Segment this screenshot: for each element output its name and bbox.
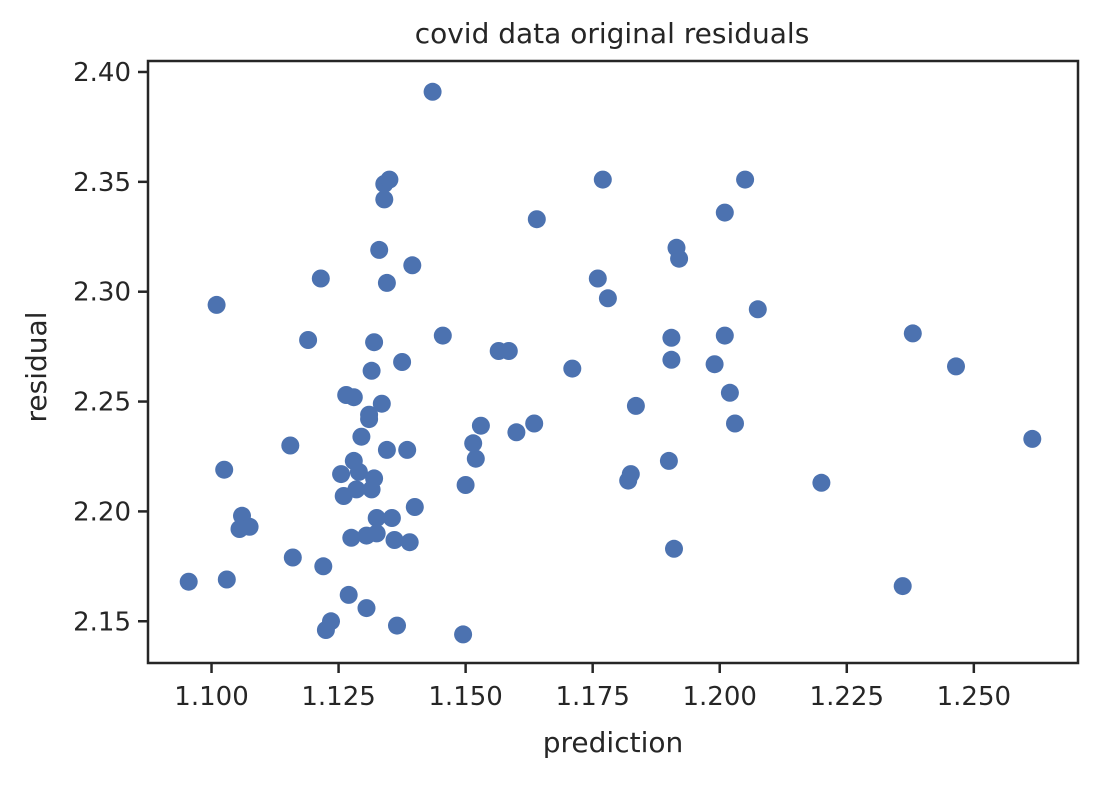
data-point — [621, 465, 640, 484]
data-point — [377, 273, 396, 292]
data-point — [665, 539, 683, 558]
plot-frame — [146, 59, 1080, 665]
data-point — [398, 440, 417, 459]
data-point — [322, 612, 340, 631]
data-point — [715, 203, 734, 222]
data-point — [217, 570, 236, 589]
data-point — [314, 557, 333, 576]
x-tick-label: 1.125 — [301, 682, 375, 712]
data-point — [670, 249, 689, 268]
data-point — [388, 616, 406, 635]
data-point — [349, 462, 368, 481]
data-point — [360, 410, 379, 429]
x-tick-label: 1.100 — [174, 682, 248, 712]
data-point — [281, 436, 300, 455]
y-tick-label: 2.15 — [73, 607, 131, 637]
data-point — [375, 190, 394, 209]
data-point — [352, 427, 371, 446]
y-tick-label: 2.20 — [73, 497, 131, 527]
data-point — [380, 170, 399, 189]
data-point — [347, 480, 366, 499]
y-axis-ticks: 2.15 2.20 2.25 2.30 2.35 2.40 — [73, 58, 148, 637]
data-point — [563, 359, 582, 378]
x-tick-label: 1.200 — [683, 682, 757, 712]
data-point — [283, 548, 302, 567]
x-tick-label: 1.150 — [428, 682, 502, 712]
data-point — [365, 333, 384, 352]
data-point — [471, 416, 490, 435]
data-point — [332, 465, 351, 484]
data-point — [947, 357, 965, 376]
data-point — [705, 355, 724, 374]
y-tick-label: 2.35 — [73, 168, 131, 198]
data-point — [311, 269, 330, 288]
data-point — [903, 324, 922, 343]
data-point — [372, 394, 391, 413]
x-tick-label: 1.250 — [937, 682, 1011, 712]
data-point — [456, 476, 475, 494]
data-point — [527, 210, 546, 229]
points-layer — [179, 82, 1042, 644]
x-tick-label: 1.225 — [810, 682, 884, 712]
data-point — [662, 350, 681, 369]
data-point — [466, 449, 485, 468]
x-axis-label: prediction — [543, 726, 683, 759]
data-point — [405, 498, 424, 516]
data-point — [382, 509, 401, 527]
data-point — [593, 170, 612, 189]
data-point — [598, 289, 617, 308]
data-point — [179, 572, 198, 591]
data-point — [357, 599, 376, 618]
chart-title: covid data original residuals — [415, 17, 810, 50]
y-axis-label: residual — [20, 312, 53, 423]
data-point — [207, 295, 226, 314]
data-point — [299, 331, 318, 349]
data-point — [433, 326, 452, 345]
data-point — [370, 240, 389, 259]
data-point — [499, 342, 518, 360]
data-point — [367, 509, 386, 527]
data-point — [748, 300, 767, 319]
data-point — [736, 170, 755, 189]
data-point — [720, 383, 739, 402]
data-point — [662, 328, 681, 347]
y-tick-label: 2.25 — [73, 388, 131, 418]
data-point — [240, 517, 259, 536]
data-point — [588, 269, 607, 288]
data-point — [215, 460, 234, 479]
data-point — [507, 423, 526, 442]
data-point — [726, 414, 744, 433]
data-point — [385, 531, 404, 549]
data-point — [342, 528, 361, 547]
data-point — [400, 533, 419, 552]
data-point — [393, 353, 412, 371]
y-tick-label: 2.30 — [73, 278, 131, 308]
data-point — [1023, 429, 1042, 448]
data-point — [715, 326, 734, 345]
data-point — [464, 434, 483, 453]
data-point — [454, 625, 473, 644]
data-point — [626, 396, 645, 415]
data-point — [362, 361, 381, 380]
data-point — [367, 524, 386, 543]
data-point — [339, 585, 358, 604]
data-point — [812, 473, 831, 492]
data-point — [403, 256, 422, 275]
data-point — [525, 414, 544, 433]
data-point — [365, 469, 384, 488]
y-tick-label: 2.40 — [73, 58, 131, 88]
data-point — [659, 451, 678, 470]
data-point — [893, 577, 912, 596]
x-axis-ticks: 1.100 1.125 1.150 1.175 1.200 1.225 1.250 — [174, 663, 1011, 712]
data-point — [423, 82, 442, 101]
data-point — [377, 440, 396, 459]
data-point — [344, 388, 363, 407]
x-tick-label: 1.175 — [555, 682, 629, 712]
